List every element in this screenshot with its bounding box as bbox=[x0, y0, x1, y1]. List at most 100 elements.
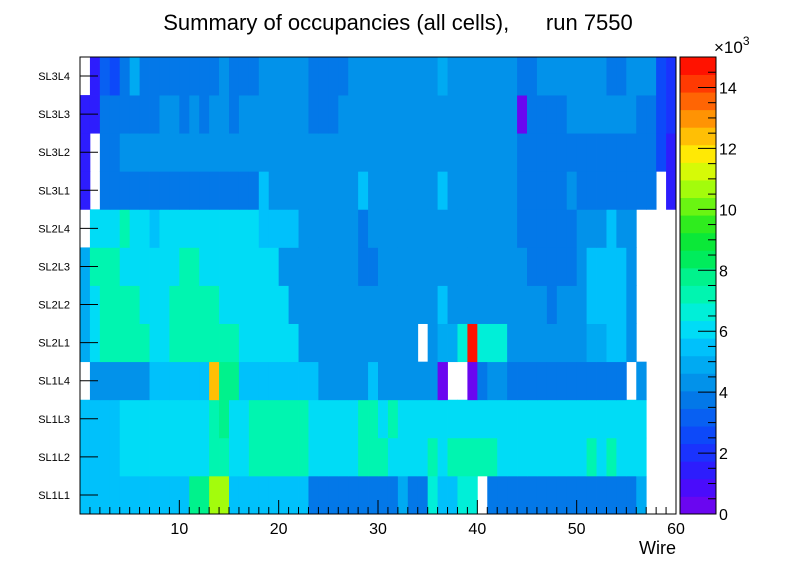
heatmap-cell bbox=[497, 133, 508, 172]
heatmap-cell bbox=[99, 437, 111, 477]
y-tick-label: SL1L1 bbox=[38, 490, 70, 502]
heatmap-cell bbox=[338, 209, 349, 248]
color-scale-label: 2 bbox=[719, 446, 728, 463]
heatmap-cell bbox=[596, 361, 607, 401]
heatmap-cell bbox=[536, 475, 548, 515]
heatmap-cell bbox=[546, 437, 558, 477]
heatmap-cell bbox=[646, 133, 657, 172]
heatmap-cell bbox=[447, 209, 458, 248]
heatmap-cell bbox=[387, 399, 399, 439]
color-scale-swatch bbox=[680, 355, 716, 374]
heatmap-cell bbox=[109, 133, 121, 172]
heatmap-cell bbox=[288, 361, 299, 401]
color-scale-swatch bbox=[680, 426, 716, 445]
heatmap-cell bbox=[278, 361, 289, 401]
heatmap-cell bbox=[527, 323, 538, 363]
color-scale-swatch bbox=[680, 74, 716, 93]
heatmap-cell bbox=[348, 209, 359, 248]
heatmap-cell bbox=[497, 209, 508, 248]
heatmap-cell bbox=[536, 285, 548, 324]
heatmap-cell bbox=[397, 57, 409, 96]
heatmap-cell bbox=[189, 361, 200, 401]
heatmap-cell bbox=[199, 95, 210, 134]
heatmap-cell bbox=[149, 475, 160, 515]
heatmap-cell bbox=[308, 361, 319, 401]
heatmap-cell bbox=[308, 437, 319, 477]
heatmap-cell bbox=[348, 133, 359, 172]
heatmap-cell bbox=[527, 361, 538, 401]
heatmap-cell bbox=[219, 399, 230, 439]
heatmap-cell bbox=[229, 399, 240, 439]
heatmap-cell bbox=[447, 323, 458, 363]
heatmap-cell bbox=[497, 437, 508, 477]
heatmap-cell bbox=[497, 361, 508, 401]
heatmap-cell bbox=[387, 95, 399, 134]
heatmap-cell bbox=[417, 285, 429, 324]
heatmap-cell bbox=[139, 57, 150, 96]
heatmap-cell bbox=[169, 95, 180, 134]
heatmap-cell bbox=[368, 247, 379, 286]
heatmap-cell bbox=[318, 399, 329, 439]
heatmap-cell bbox=[546, 475, 558, 515]
heatmap-cell bbox=[358, 361, 369, 401]
heatmap-cell bbox=[437, 57, 448, 96]
heatmap-cell bbox=[656, 95, 667, 134]
heatmap-cell bbox=[109, 171, 121, 210]
heatmap-cell bbox=[209, 171, 220, 210]
heatmap-cell bbox=[507, 323, 518, 363]
heatmap-cell bbox=[139, 133, 150, 172]
heatmap-cell bbox=[159, 399, 170, 439]
heatmap-cell bbox=[298, 209, 309, 248]
heatmap-cell bbox=[159, 133, 170, 172]
heatmap-cell bbox=[417, 171, 429, 210]
heatmap-cell bbox=[407, 95, 419, 134]
heatmap-cell bbox=[179, 285, 190, 324]
heatmap-cell bbox=[566, 475, 578, 515]
heatmap-cell bbox=[348, 437, 359, 477]
heatmap-cell bbox=[99, 57, 111, 96]
heatmap-cell bbox=[437, 171, 448, 210]
heatmap-cell bbox=[596, 95, 607, 134]
heatmap-cell bbox=[636, 399, 647, 439]
color-scale-swatch bbox=[680, 267, 716, 286]
heatmap-cell bbox=[378, 171, 389, 210]
heatmap-cell bbox=[487, 399, 498, 439]
heatmap-cell bbox=[258, 437, 270, 477]
heatmap-cell bbox=[219, 285, 230, 324]
heatmap-cell bbox=[387, 209, 399, 248]
heatmap-cell bbox=[517, 57, 528, 96]
heatmap-cell bbox=[616, 133, 627, 172]
heatmap-cell bbox=[437, 437, 448, 477]
heatmap-cell bbox=[288, 133, 299, 172]
heatmap-cell bbox=[169, 209, 180, 248]
heatmap-cell bbox=[119, 323, 131, 363]
heatmap-cell bbox=[308, 323, 319, 363]
heatmap-cell bbox=[328, 57, 339, 96]
heatmap-cell bbox=[278, 247, 289, 286]
color-scale-label: 4 bbox=[719, 385, 728, 402]
heatmap-cell bbox=[169, 133, 180, 172]
heatmap-cell bbox=[248, 323, 260, 363]
heatmap-cell bbox=[616, 209, 627, 248]
heatmap-cell bbox=[527, 171, 538, 210]
heatmap-cell bbox=[397, 285, 409, 324]
heatmap-cell bbox=[378, 285, 389, 324]
heatmap-cell bbox=[129, 133, 140, 172]
heatmap-cell bbox=[497, 285, 508, 324]
heatmap-cell bbox=[566, 57, 578, 96]
heatmap-cell bbox=[229, 437, 240, 477]
heatmap-cell bbox=[318, 285, 329, 324]
heatmap-cell bbox=[338, 171, 349, 210]
heatmap-cell bbox=[397, 361, 409, 401]
heatmap-cell bbox=[447, 247, 458, 286]
heatmap-cell bbox=[238, 399, 250, 439]
heatmap-cell bbox=[358, 285, 369, 324]
heatmap-cell bbox=[477, 361, 488, 401]
heatmap-cell bbox=[288, 475, 299, 515]
heatmap-cell bbox=[189, 285, 200, 324]
heatmap-cell bbox=[129, 323, 140, 363]
heatmap-cell bbox=[238, 361, 250, 401]
heatmap-cell bbox=[636, 361, 647, 401]
y-tick-label: SL2L3 bbox=[38, 261, 70, 273]
heatmap-cell bbox=[527, 399, 538, 439]
